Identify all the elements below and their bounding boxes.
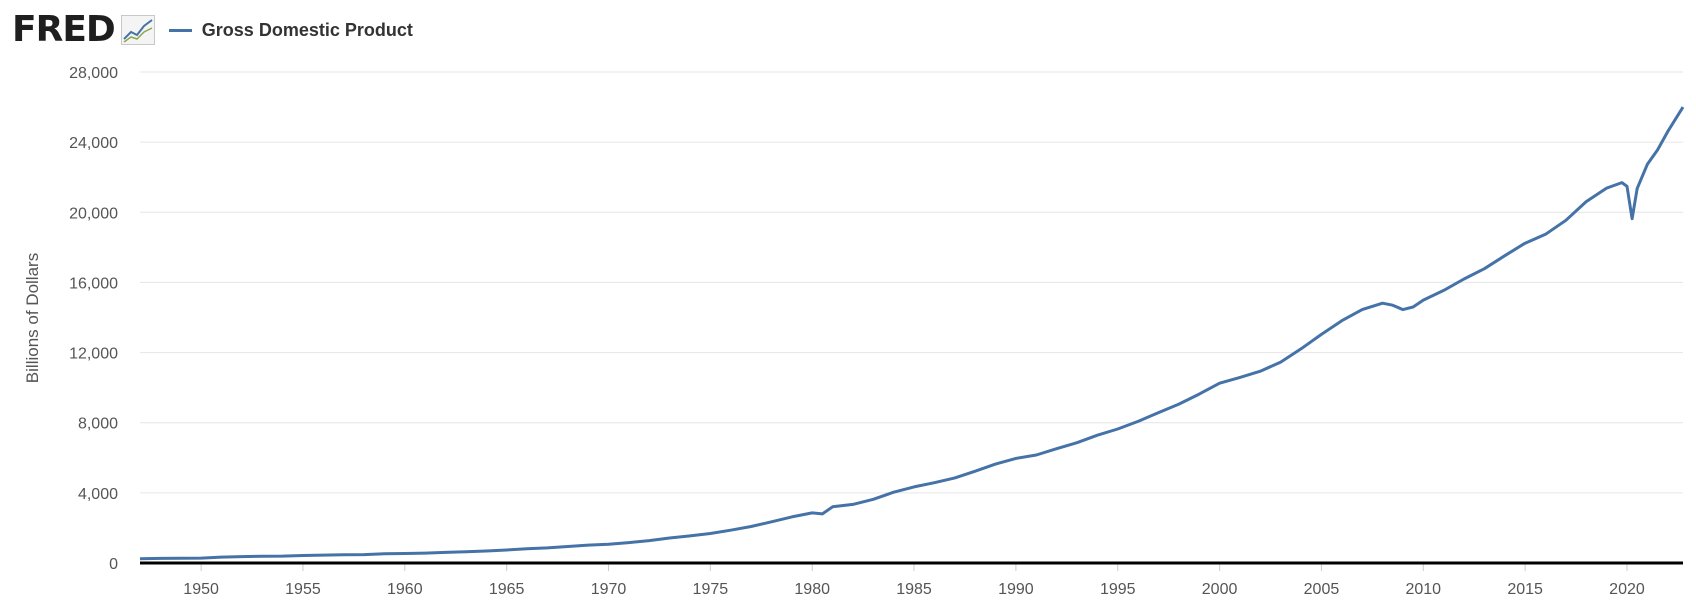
y-tick-label: 28,000 <box>69 65 118 82</box>
x-tick-label: 1955 <box>285 581 321 598</box>
legend[interactable]: Gross Domestic Product <box>168 19 413 41</box>
legend-label: Gross Domestic Product <box>201 19 413 40</box>
y-tick-label: 20,000 <box>69 205 118 222</box>
x-tick-label: 1985 <box>896 581 932 598</box>
x-tick-label: 1980 <box>794 581 830 598</box>
y-tick-label: 24,000 <box>69 135 118 152</box>
x-tick-label: 1960 <box>387 581 423 598</box>
series-layer <box>139 106 1685 561</box>
x-tick-label: 1975 <box>693 581 729 598</box>
chart-header: FRED Gross Domestic Product <box>12 10 413 50</box>
x-tick-label: 2010 <box>1405 581 1441 598</box>
y-tick-label: 8,000 <box>78 416 118 433</box>
legend-swatch <box>168 28 192 32</box>
y-axis-title: Billions of Dollars <box>23 253 42 383</box>
x-axis-tick-labels: 1950 1955 1960 1965 1970 1975 1980 1985 1990 1995… <box>183 563 1645 598</box>
x-tick-label: 1990 <box>998 581 1034 598</box>
y-tick-label: 16,000 <box>69 275 118 292</box>
y-axis-tick-labels: 0 4,000 8,000 12,000 16,000 20,000 24,000 28,00… <box>69 65 118 573</box>
series-line-gdp[interactable] <box>139 106 1685 561</box>
y-tick-label: 12,000 <box>69 346 118 363</box>
x-tick-label: 1950 <box>183 581 219 598</box>
x-tick-label: 1995 <box>1100 581 1136 598</box>
line-chart-icon <box>120 15 155 45</box>
x-tick-label: 2015 <box>1507 581 1543 598</box>
y-tick-label: 4,000 <box>78 486 118 503</box>
y-tick-label: 0 <box>109 556 118 573</box>
x-tick-label: 2005 <box>1304 581 1340 598</box>
x-tick-label: 2000 <box>1202 581 1238 598</box>
x-tick-label: 1970 <box>591 581 627 598</box>
x-tick-label: 2020 <box>1609 581 1645 598</box>
x-tick-label: 1965 <box>489 581 525 598</box>
grid-lines <box>140 71 1683 494</box>
fred-logo[interactable]: FRED <box>12 9 116 50</box>
